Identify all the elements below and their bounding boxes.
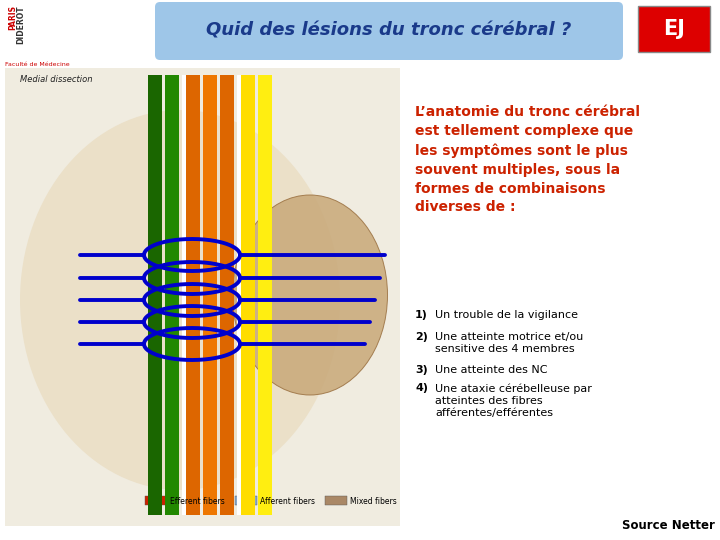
Text: 2): 2) [415,332,428,342]
Ellipse shape [20,110,340,490]
Text: 3): 3) [415,365,428,375]
Bar [258,75,272,515]
Text: Une atteinte des NC: Une atteinte des NC [435,365,547,375]
Text: DIDEROT: DIDEROT [16,5,25,44]
Text: 1): 1) [415,310,428,320]
Text: Efferent fibers: Efferent fibers [170,496,225,505]
Text: PARIS: PARIS [8,5,17,30]
Text: Une ataxie cérébelleuse par
atteintes des fibres
afférentes/efférentes: Une ataxie cérébelleuse par atteintes de… [435,383,592,418]
Bar [182,75,186,515]
Bar [235,496,257,505]
Bar [145,496,167,505]
Text: Source Netter: Source Netter [622,519,715,532]
FancyBboxPatch shape [5,68,400,526]
Ellipse shape [233,195,387,395]
Text: Un trouble de la vigilance: Un trouble de la vigilance [435,310,578,320]
FancyBboxPatch shape [638,6,710,52]
Text: Afferent fibers: Afferent fibers [260,496,315,505]
Bar [241,75,255,515]
Text: Faculté de Médecine: Faculté de Médecine [5,62,70,67]
Text: L’anatomie du tronc cérébral
est tellement complexe que
les symptômes sont le pl: L’anatomie du tronc cérébral est telleme… [415,105,640,214]
Text: Une atteinte motrice et/ou
sensitive des 4 membres: Une atteinte motrice et/ou sensitive des… [435,332,583,354]
Bar [325,496,347,505]
Bar [237,75,241,515]
Bar [148,75,162,515]
Text: EJ: EJ [663,19,685,39]
Text: Quid des lésions du tronc cérébral ?: Quid des lésions du tronc cérébral ? [207,22,572,40]
Text: Medial dissection: Medial dissection [20,75,92,84]
Text: 4): 4) [415,383,428,393]
Text: Mixed fibers: Mixed fibers [350,496,397,505]
Bar [186,75,200,515]
FancyBboxPatch shape [155,2,623,60]
Bar [165,75,179,515]
Bar [203,75,217,515]
Bar [220,75,234,515]
